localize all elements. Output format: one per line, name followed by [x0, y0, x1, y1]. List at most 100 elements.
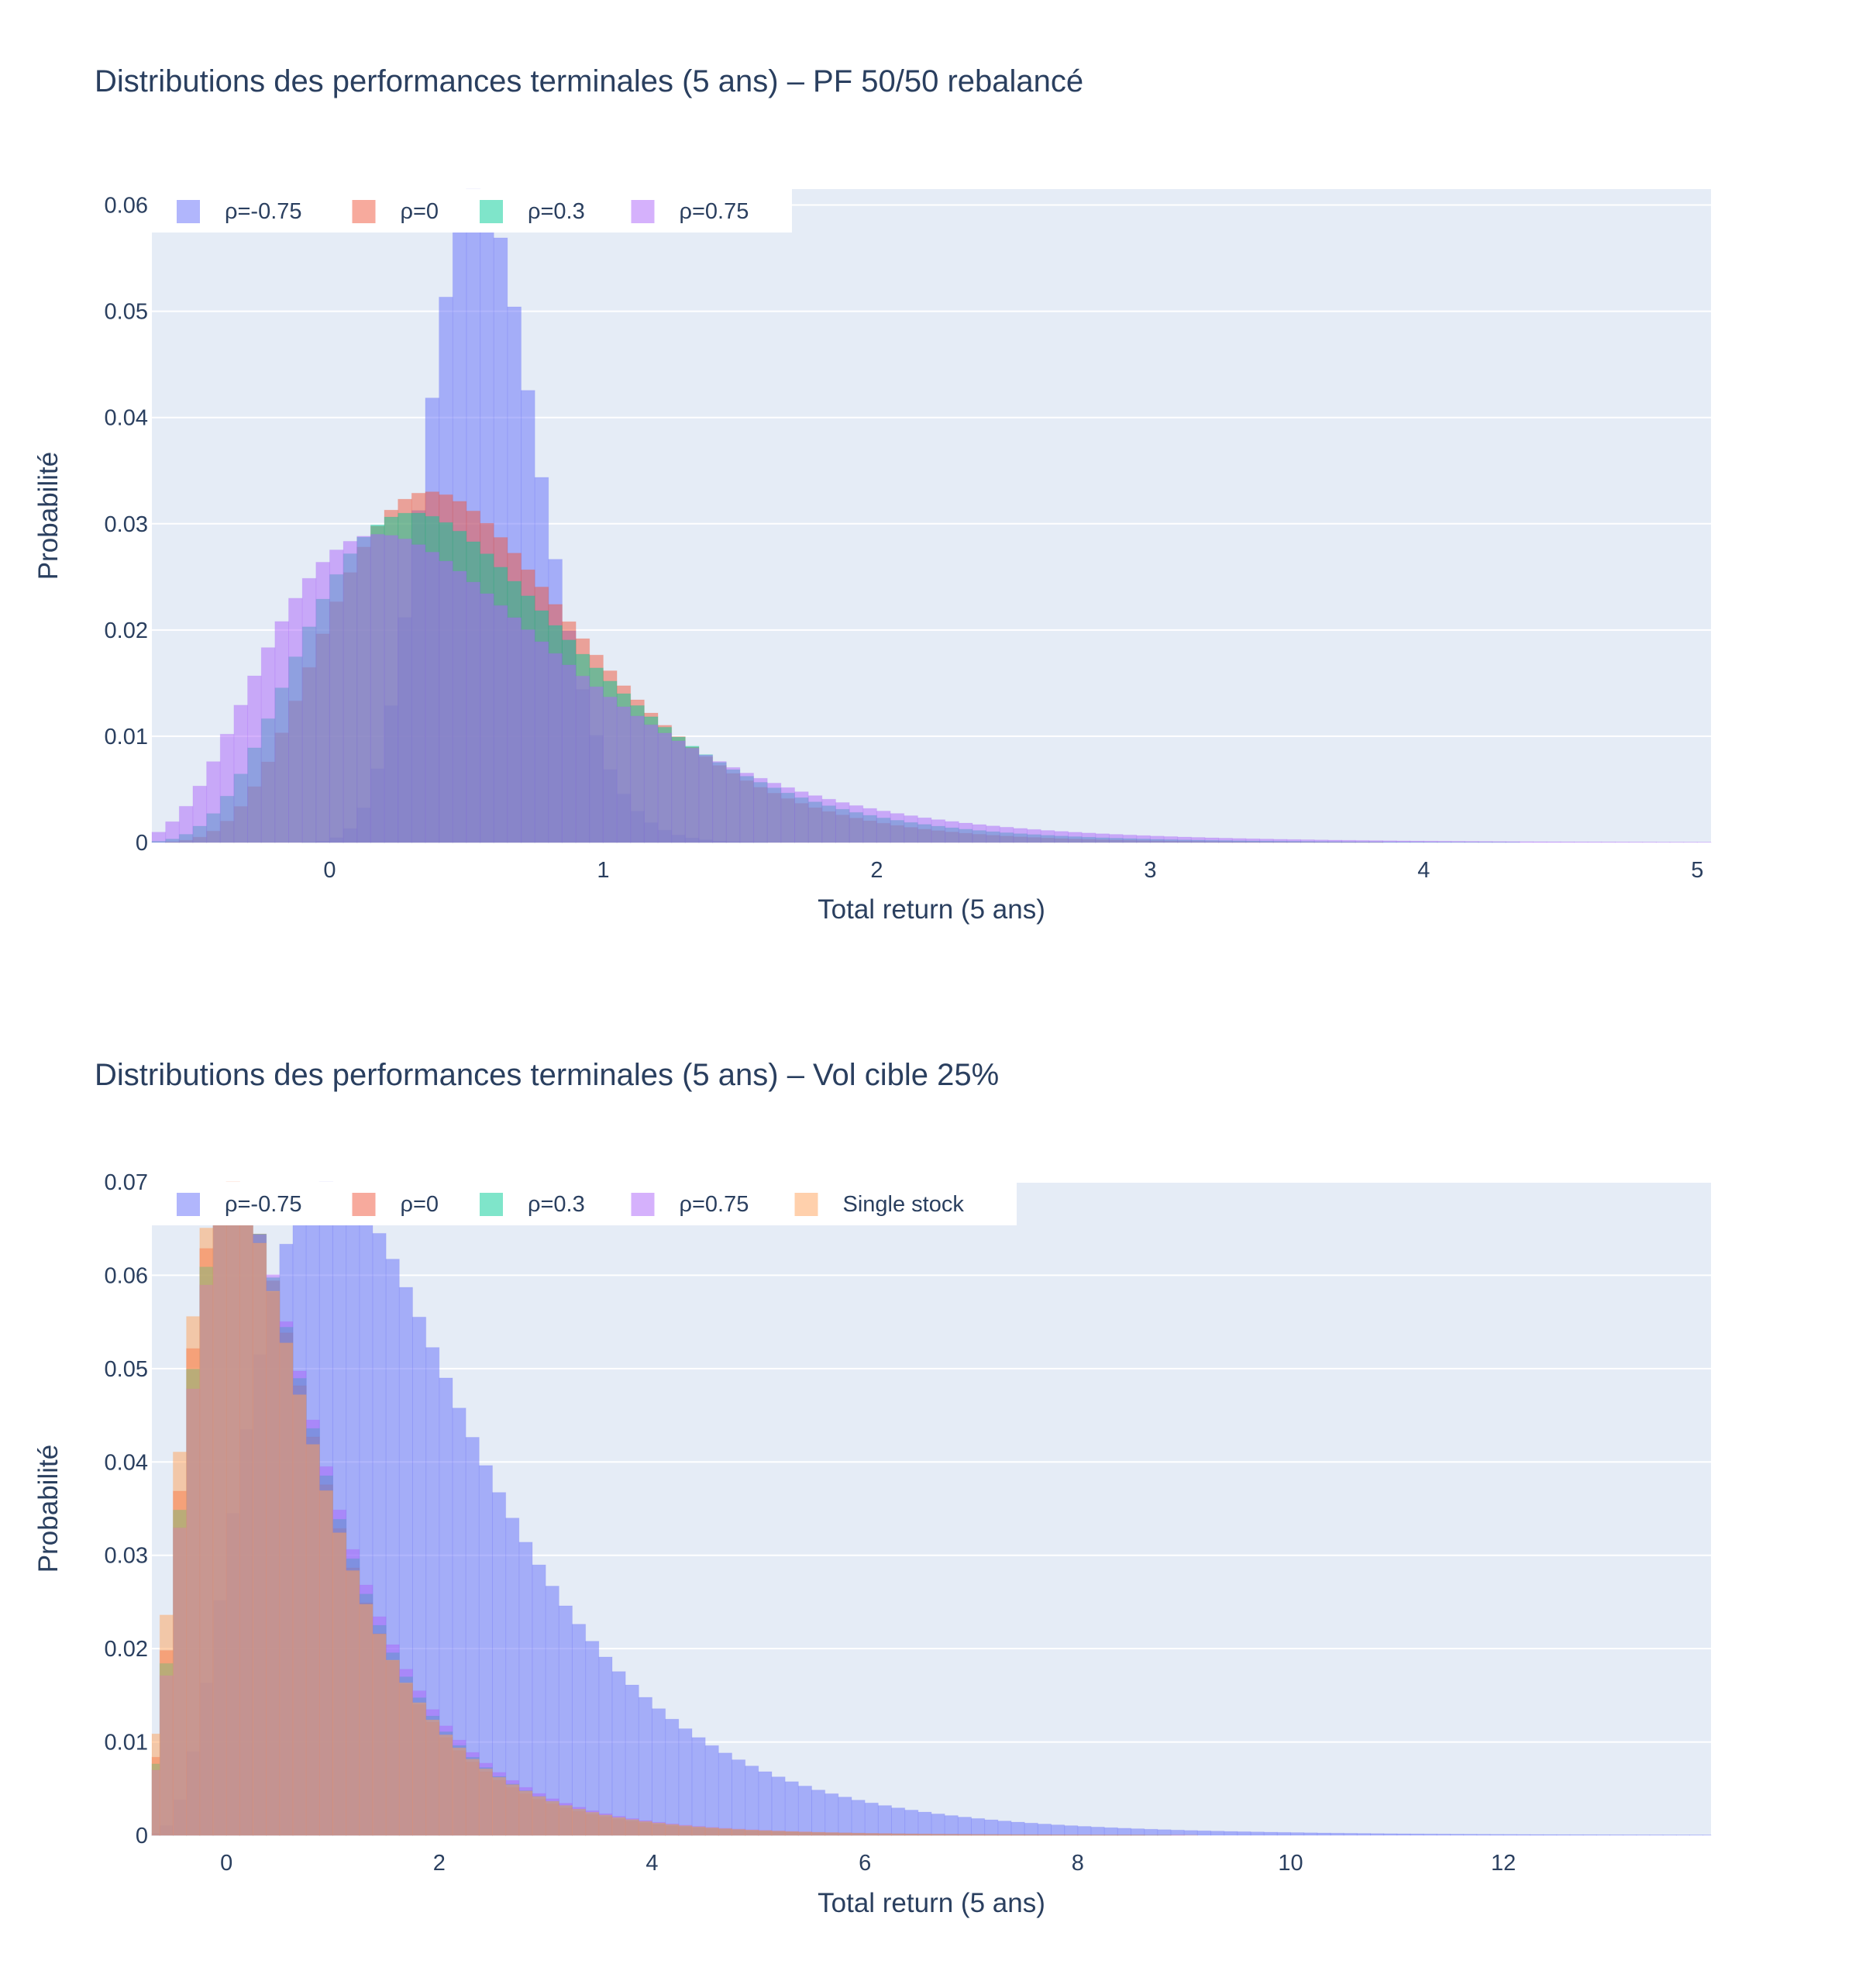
histogram-bar: [187, 1317, 200, 1835]
histogram-bar: [1150, 836, 1164, 842]
x-axis-title: Total return (5 ans): [818, 894, 1045, 925]
histogram-bar: [166, 822, 180, 842]
x-tick-label: 8: [1072, 1851, 1084, 1876]
histogram-bar: [1331, 1833, 1344, 1835]
histogram-bar: [426, 1720, 439, 1835]
histogram-bar: [1437, 1834, 1450, 1835]
histogram-bar: [1109, 835, 1123, 842]
histogram-bar: [1451, 841, 1465, 842]
x-tick-label: 0: [220, 1851, 232, 1876]
histogram-bar: [732, 1760, 745, 1835]
histogram-bar: [612, 1817, 625, 1835]
histogram-bar: [1314, 840, 1328, 842]
histogram-bar: [1341, 840, 1355, 842]
histogram-bar: [1082, 833, 1096, 842]
histogram-bar: [1178, 837, 1192, 842]
histogram-bar: [759, 1772, 772, 1835]
histogram-bar: [666, 1719, 679, 1835]
y-tick-label: 0.04: [105, 1450, 148, 1475]
histogram-bar: [411, 545, 425, 842]
histogram-bar: [1137, 836, 1151, 842]
legend-item[interactable]: ρ=0.75: [632, 1192, 749, 1217]
histogram-bar: [1397, 1834, 1410, 1835]
histogram-bar: [1369, 841, 1383, 842]
histogram-bar: [603, 697, 617, 842]
histogram-bar: [652, 1823, 665, 1835]
histogram-bar: [672, 741, 686, 842]
histogram-bar: [945, 1816, 958, 1835]
histogram-bar: [959, 823, 973, 842]
histogram-bar: [1158, 1830, 1171, 1835]
histogram-bar: [852, 1800, 865, 1835]
legend-label: ρ=0.3: [528, 199, 585, 224]
legend-label: ρ=0: [401, 199, 439, 224]
histogram-bar: [713, 762, 727, 842]
histogram-bar: [617, 707, 631, 842]
histogram-bar: [998, 1821, 1011, 1835]
histogram-bar: [612, 1672, 625, 1835]
chart-1: Distributions des performances terminale…: [33, 64, 1711, 925]
histogram-bar: [863, 808, 877, 842]
histogram-bar: [838, 1833, 852, 1835]
histogram-bar: [398, 539, 412, 842]
histogram-bar: [1238, 1831, 1251, 1835]
histogram-bar: [811, 1832, 825, 1835]
histogram-bar: [785, 1831, 798, 1835]
histogram-bar: [306, 1445, 319, 1835]
histogram-bar: [1171, 1830, 1184, 1835]
y-tick-label: 0.01: [105, 725, 148, 749]
histogram-bar: [213, 1187, 226, 1835]
histogram-bar: [1096, 834, 1110, 842]
histogram-bar: [1287, 839, 1301, 842]
histogram-bar: [785, 1782, 798, 1835]
histogram-bar: [546, 1586, 559, 1835]
histogram-bar: [865, 1833, 878, 1835]
legend-item[interactable]: ρ=-0.75: [177, 1192, 302, 1217]
histogram-bar: [754, 778, 768, 842]
histogram-bar: [772, 1777, 785, 1835]
y-tick-label: 0.05: [105, 300, 148, 325]
histogram-bar: [226, 1182, 239, 1835]
histogram-bar: [732, 1829, 745, 1835]
histogram-bar: [329, 550, 343, 842]
histogram-bar: [1371, 1834, 1384, 1835]
legend-item[interactable]: ρ=0.3: [480, 1192, 585, 1217]
histogram-bar: [781, 787, 795, 842]
histogram-bar: [522, 630, 535, 842]
histogram-bar: [705, 1745, 718, 1835]
legend-item[interactable]: ρ=-0.75: [177, 199, 302, 224]
histogram-bar: [479, 1769, 492, 1835]
histogram-bar: [152, 832, 166, 842]
legend-item[interactable]: ρ=0.3: [480, 199, 585, 224]
histogram-bar: [590, 687, 604, 842]
histogram-bar: [1437, 841, 1451, 842]
x-tick-label: 2: [433, 1851, 446, 1876]
histogram-bar: [386, 1660, 399, 1835]
histogram-bar: [865, 1803, 878, 1835]
histogram-bar: [639, 1697, 652, 1835]
histogram-bar: [1357, 1834, 1370, 1835]
legend[interactable]: ρ=-0.75 ρ=0 ρ=0.3 ρ=0.75: [152, 189, 792, 233]
chart-title: Distributions des performances terminale…: [95, 1058, 999, 1092]
histogram-bar: [559, 1806, 572, 1835]
x-tick-label: 4: [1417, 858, 1430, 883]
histogram-bar: [492, 1777, 505, 1835]
histogram-bar: [1065, 1826, 1078, 1835]
histogram-bar: [1264, 1832, 1277, 1835]
histogram-bar: [1344, 1833, 1357, 1835]
histogram-bar: [878, 1834, 891, 1835]
x-tick-label: 3: [1144, 858, 1156, 883]
histogram-bar: [878, 1806, 891, 1835]
legend-item[interactable]: ρ=0.75: [632, 199, 749, 224]
histogram-bar: [849, 805, 863, 842]
histogram-bar: [1224, 1831, 1238, 1835]
histogram-bar: [904, 816, 918, 842]
y-tick-label: 0.06: [105, 1263, 148, 1288]
y-tick-label: 0.05: [105, 1357, 148, 1382]
histogram-bar: [891, 1834, 904, 1835]
histogram-bar: [740, 773, 754, 842]
histogram-bar: [494, 605, 508, 842]
legend-swatch: [480, 200, 503, 223]
